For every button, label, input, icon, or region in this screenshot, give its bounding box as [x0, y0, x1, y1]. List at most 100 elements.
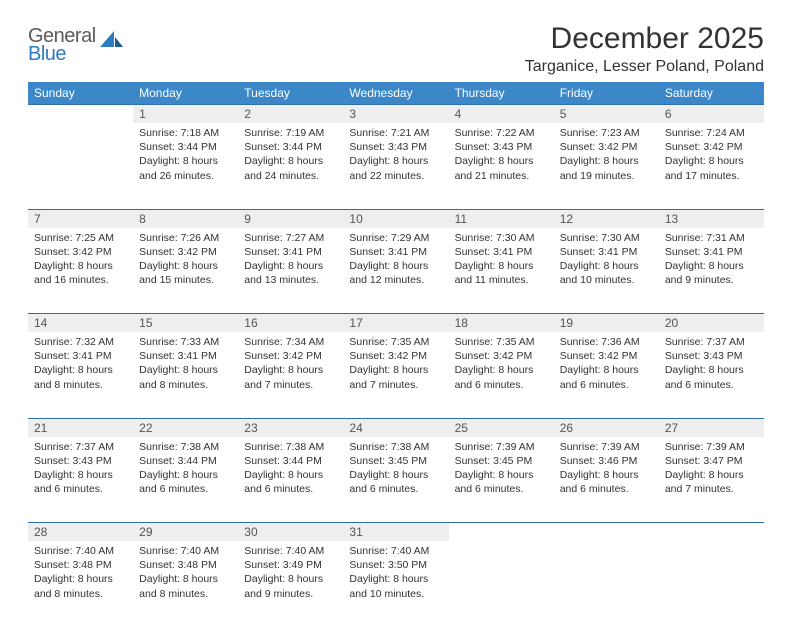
day-number-cell: 4 — [449, 105, 554, 124]
day-content-cell: Sunrise: 7:26 AMSunset: 3:42 PMDaylight:… — [133, 228, 238, 314]
daylight-line: Daylight: 8 hours and 24 minutes. — [244, 154, 337, 182]
sunrise-line: Sunrise: 7:40 AM — [139, 544, 232, 558]
sunset-line: Sunset: 3:42 PM — [560, 140, 653, 154]
weekday-header: Wednesday — [343, 82, 448, 105]
day-content-cell: Sunrise: 7:30 AMSunset: 3:41 PMDaylight:… — [554, 228, 659, 314]
daylight-line: Daylight: 8 hours and 6 minutes. — [244, 468, 337, 496]
sunset-line: Sunset: 3:42 PM — [34, 245, 127, 259]
daylight-line: Daylight: 8 hours and 7 minutes. — [665, 468, 758, 496]
day-number-cell: 21 — [28, 418, 133, 437]
daylight-line: Daylight: 8 hours and 10 minutes. — [560, 259, 653, 287]
weekday-header: Saturday — [659, 82, 764, 105]
sunset-line: Sunset: 3:42 PM — [560, 349, 653, 363]
weekday-header-row: SundayMondayTuesdayWednesdayThursdayFrid… — [28, 82, 764, 105]
page-header: General Blue December 2025 Targanice, Le… — [28, 22, 764, 76]
day-content-cell: Sunrise: 7:39 AMSunset: 3:47 PMDaylight:… — [659, 437, 764, 523]
day-number-cell: 25 — [449, 418, 554, 437]
weekday-header: Friday — [554, 82, 659, 105]
sunrise-line: Sunrise: 7:36 AM — [560, 335, 653, 349]
day-number-cell: 11 — [449, 209, 554, 228]
daylight-line: Daylight: 8 hours and 6 minutes. — [139, 468, 232, 496]
sunset-line: Sunset: 3:41 PM — [34, 349, 127, 363]
daylight-line: Daylight: 8 hours and 17 minutes. — [665, 154, 758, 182]
sunrise-line: Sunrise: 7:18 AM — [139, 126, 232, 140]
daylight-line: Daylight: 8 hours and 6 minutes. — [455, 468, 548, 496]
day-number-cell: 30 — [238, 523, 343, 542]
sunrise-line: Sunrise: 7:40 AM — [244, 544, 337, 558]
daylight-line: Daylight: 8 hours and 11 minutes. — [455, 259, 548, 287]
day-number-row: 28293031 — [28, 523, 764, 542]
day-number-cell: 17 — [343, 314, 448, 333]
sunrise-line: Sunrise: 7:35 AM — [455, 335, 548, 349]
day-number-cell: 13 — [659, 209, 764, 228]
day-number-cell: 2 — [238, 105, 343, 124]
daylight-line: Daylight: 8 hours and 19 minutes. — [560, 154, 653, 182]
day-number-cell: 10 — [343, 209, 448, 228]
day-number-cell: 20 — [659, 314, 764, 333]
sunrise-line: Sunrise: 7:33 AM — [139, 335, 232, 349]
day-number-cell: 28 — [28, 523, 133, 542]
daylight-line: Daylight: 8 hours and 13 minutes. — [244, 259, 337, 287]
sunset-line: Sunset: 3:50 PM — [349, 558, 442, 572]
day-content-cell: Sunrise: 7:37 AMSunset: 3:43 PMDaylight:… — [659, 332, 764, 418]
day-content-cell: Sunrise: 7:27 AMSunset: 3:41 PMDaylight:… — [238, 228, 343, 314]
sunset-line: Sunset: 3:45 PM — [455, 454, 548, 468]
day-number-cell: 6 — [659, 105, 764, 124]
day-content-cell — [449, 541, 554, 627]
brand-sail-icon — [100, 29, 124, 54]
daylight-line: Daylight: 8 hours and 8 minutes. — [139, 363, 232, 391]
page-title: December 2025 — [525, 22, 764, 56]
day-content-cell: Sunrise: 7:22 AMSunset: 3:43 PMDaylight:… — [449, 123, 554, 209]
sunrise-line: Sunrise: 7:23 AM — [560, 126, 653, 140]
sunset-line: Sunset: 3:43 PM — [665, 349, 758, 363]
daylight-line: Daylight: 8 hours and 22 minutes. — [349, 154, 442, 182]
daylight-line: Daylight: 8 hours and 7 minutes. — [349, 363, 442, 391]
day-number-cell: 29 — [133, 523, 238, 542]
weekday-header: Sunday — [28, 82, 133, 105]
daylight-line: Daylight: 8 hours and 8 minutes. — [34, 363, 127, 391]
day-number-row: 123456 — [28, 105, 764, 124]
sunrise-line: Sunrise: 7:38 AM — [139, 440, 232, 454]
sunrise-line: Sunrise: 7:37 AM — [34, 440, 127, 454]
sunset-line: Sunset: 3:46 PM — [560, 454, 653, 468]
day-content-cell: Sunrise: 7:36 AMSunset: 3:42 PMDaylight:… — [554, 332, 659, 418]
sunrise-line: Sunrise: 7:26 AM — [139, 231, 232, 245]
calendar-table: SundayMondayTuesdayWednesdayThursdayFrid… — [28, 82, 764, 627]
daylight-line: Daylight: 8 hours and 7 minutes. — [244, 363, 337, 391]
day-number-cell: 18 — [449, 314, 554, 333]
sunrise-line: Sunrise: 7:27 AM — [244, 231, 337, 245]
day-number-cell: 7 — [28, 209, 133, 228]
daylight-line: Daylight: 8 hours and 6 minutes. — [349, 468, 442, 496]
sunrise-line: Sunrise: 7:21 AM — [349, 126, 442, 140]
day-content-cell: Sunrise: 7:31 AMSunset: 3:41 PMDaylight:… — [659, 228, 764, 314]
day-content-cell: Sunrise: 7:21 AMSunset: 3:43 PMDaylight:… — [343, 123, 448, 209]
daylight-line: Daylight: 8 hours and 6 minutes. — [34, 468, 127, 496]
location-label: Targanice, Lesser Poland, Poland — [525, 58, 764, 76]
day-content-cell: Sunrise: 7:30 AMSunset: 3:41 PMDaylight:… — [449, 228, 554, 314]
day-content-cell: Sunrise: 7:40 AMSunset: 3:50 PMDaylight:… — [343, 541, 448, 627]
day-content-cell: Sunrise: 7:40 AMSunset: 3:49 PMDaylight:… — [238, 541, 343, 627]
weekday-header: Tuesday — [238, 82, 343, 105]
sunset-line: Sunset: 3:41 PM — [244, 245, 337, 259]
sunset-line: Sunset: 3:44 PM — [139, 140, 232, 154]
day-number-row: 14151617181920 — [28, 314, 764, 333]
day-number-row: 78910111213 — [28, 209, 764, 228]
day-content-cell — [659, 541, 764, 627]
sunrise-line: Sunrise: 7:40 AM — [34, 544, 127, 558]
day-content-cell: Sunrise: 7:33 AMSunset: 3:41 PMDaylight:… — [133, 332, 238, 418]
daylight-line: Daylight: 8 hours and 8 minutes. — [34, 572, 127, 600]
sunrise-line: Sunrise: 7:25 AM — [34, 231, 127, 245]
day-number-cell: 23 — [238, 418, 343, 437]
sunrise-line: Sunrise: 7:38 AM — [244, 440, 337, 454]
day-content-cell: Sunrise: 7:29 AMSunset: 3:41 PMDaylight:… — [343, 228, 448, 314]
daylight-line: Daylight: 8 hours and 26 minutes. — [139, 154, 232, 182]
day-number-cell: 16 — [238, 314, 343, 333]
daylight-line: Daylight: 8 hours and 10 minutes. — [349, 572, 442, 600]
day-number-row: 21222324252627 — [28, 418, 764, 437]
day-content-cell: Sunrise: 7:40 AMSunset: 3:48 PMDaylight:… — [28, 541, 133, 627]
daylight-line: Daylight: 8 hours and 6 minutes. — [560, 363, 653, 391]
day-content-row: Sunrise: 7:37 AMSunset: 3:43 PMDaylight:… — [28, 437, 764, 523]
day-number-cell: 15 — [133, 314, 238, 333]
sunrise-line: Sunrise: 7:35 AM — [349, 335, 442, 349]
daylight-line: Daylight: 8 hours and 12 minutes. — [349, 259, 442, 287]
